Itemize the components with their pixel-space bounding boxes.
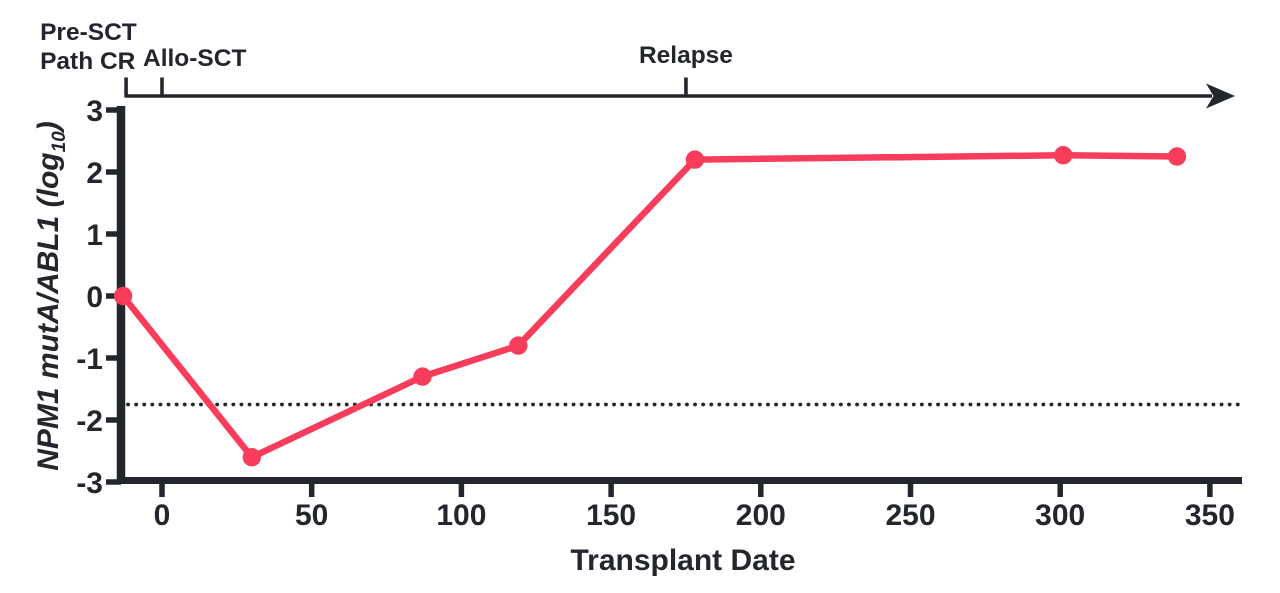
- data-line: [119, 152, 1181, 461]
- timeline-event-label: Relapse: [639, 42, 733, 69]
- y-axis-tick-label: 1: [86, 219, 103, 252]
- y-axis-title: NPM1 mutA/ABL1 (log10): [32, 121, 70, 470]
- data-point: [242, 448, 262, 467]
- x-axis-tick-label: 100: [436, 499, 486, 532]
- y-axis-tick-label: 2: [86, 157, 103, 190]
- x-axis-title: Transplant Date: [570, 544, 795, 577]
- data-point: [1053, 146, 1073, 165]
- data-point: [1167, 147, 1187, 166]
- y-axis-title-subscript: 10: [49, 131, 70, 153]
- data-point: [685, 150, 705, 169]
- timeline-arrowhead-icon: [1206, 83, 1235, 109]
- x-axis-tick-label: 50: [295, 499, 328, 532]
- x-axis-tick-label: 350: [1185, 499, 1235, 532]
- y-axis-title-main: NPM1 mutA/ABL1 (log: [32, 152, 65, 470]
- data-point: [509, 336, 528, 355]
- y-axis-tick-label: 0: [86, 281, 103, 314]
- timeline-event-label: Pre-SCT: [40, 19, 137, 46]
- y-axis-tick-label: 3: [86, 95, 103, 128]
- timeline-event-label: Path CR: [40, 48, 136, 75]
- x-axis-tick-label: 200: [736, 499, 786, 532]
- x-axis-tick-label: 300: [1035, 499, 1085, 532]
- y-axis-title-close: ): [32, 121, 65, 134]
- y-axis-tick-label: -2: [76, 405, 103, 438]
- x-axis-tick-label: 0: [154, 499, 171, 532]
- x-axis-tick-label: 150: [586, 499, 636, 532]
- data-point: [413, 367, 432, 386]
- y-axis-tick-label: -3: [76, 467, 103, 500]
- data-point: [113, 286, 133, 306]
- x-axis-tick-label: 250: [885, 499, 935, 532]
- y-axis-tick-label: -1: [76, 343, 103, 376]
- timeline-event-label: Allo-SCT: [143, 45, 246, 72]
